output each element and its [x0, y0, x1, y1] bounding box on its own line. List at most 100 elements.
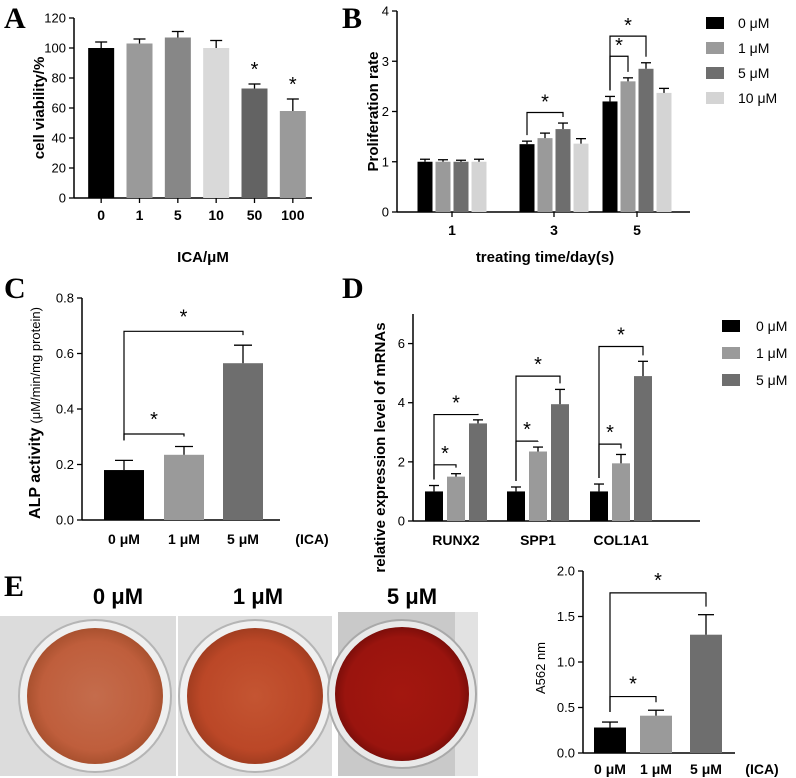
- y-tick-label-b-4: 4: [382, 4, 389, 19]
- bracket-e-1: [609, 592, 707, 713]
- x-tick-label-c-0: 0 μM: [108, 531, 140, 547]
- x-tick-label-a-5: 100: [281, 207, 305, 223]
- bracket-c-1: [123, 330, 244, 441]
- legend-label-d-0: 0 μM: [756, 318, 787, 334]
- legend-swatch-b-0: [706, 17, 724, 29]
- y-tick-label-c-4: 0.8: [56, 291, 74, 306]
- bar-d-1-2: [612, 463, 630, 521]
- x-tick-label-a-0: 0: [97, 207, 105, 223]
- bar-d-2-2: [634, 376, 652, 521]
- x-tick-label-a-4: 50: [247, 207, 263, 223]
- legend-swatch-d-2: [722, 374, 740, 386]
- bar-a-4: [241, 88, 268, 198]
- bar-d-0-0: [425, 491, 443, 521]
- panel-label-a: A: [4, 2, 26, 35]
- star-e-0: *: [629, 674, 637, 696]
- photo-0um: 0 μM: [0, 584, 176, 776]
- bracket-d-5: [598, 345, 644, 479]
- x-tick-label-e-1: 1 μM: [640, 761, 672, 777]
- star-d-5: *: [617, 325, 625, 347]
- star-d-1: *: [452, 393, 460, 415]
- star-d-4: *: [606, 422, 614, 444]
- photo-title-5um: 5 μM: [387, 584, 437, 609]
- legend-swatch-b-2: [706, 67, 724, 79]
- x-tick-label-e-0: 0 μM: [594, 761, 626, 777]
- x-tick-label-e-2: 5 μM: [690, 761, 722, 777]
- x-suffix-e: (ICA): [745, 761, 778, 777]
- bar-e-1: [640, 715, 672, 753]
- star-d-3: *: [534, 354, 542, 376]
- panel-label-b: B: [342, 2, 362, 35]
- star-b-2: *: [624, 15, 632, 37]
- x-tick-label-c-1: 1 μM: [168, 531, 200, 547]
- bar-e-0: [594, 727, 626, 753]
- y-tick-label-b-3: 3: [382, 54, 389, 69]
- legend-swatch-b-3: [706, 92, 724, 104]
- y-tick-label-e-2: 1.0: [557, 655, 575, 670]
- bar-d-1-1: [529, 451, 547, 521]
- bar-d-2-0: [469, 423, 487, 521]
- y-tick-label-a-3: 60: [52, 101, 66, 116]
- bar-a-0: [88, 48, 115, 198]
- bar-b-2-0: [453, 161, 469, 212]
- bracket-d-3: [515, 375, 561, 481]
- x-tick-label-d-1: SPP1: [520, 532, 556, 548]
- panel-label-d: D: [342, 272, 364, 305]
- bar-e-2: [690, 634, 722, 753]
- y-tick-label-b-0: 0: [382, 205, 389, 220]
- bar-b-1-0: [435, 161, 451, 212]
- y-tick-label-a-4: 80: [52, 71, 66, 86]
- star-d-2: *: [523, 419, 531, 441]
- bar-d-1-0: [447, 476, 465, 521]
- y-tick-label-c-2: 0.4: [56, 402, 74, 417]
- legend-label-b-3: 10 μM: [738, 90, 777, 106]
- star-b-1: *: [615, 35, 623, 57]
- y-tick-label-a-1: 20: [52, 161, 66, 176]
- x-tick-label-a-1: 1: [136, 207, 144, 223]
- photo-1um: 1 μM: [178, 584, 332, 776]
- y-tick-label-a-2: 40: [52, 131, 66, 146]
- bar-a-2: [164, 37, 191, 198]
- bar-a-1: [126, 43, 153, 198]
- dish-stain-5um: [335, 627, 469, 761]
- y-tick-label-d-0: 0: [398, 514, 405, 529]
- legend-label-b-0: 0 μM: [738, 15, 769, 31]
- legend-label-b-1: 1 μM: [738, 40, 769, 56]
- bar-b-3-2: [656, 92, 672, 212]
- x-tick-label-d-0: RUNX2: [432, 532, 480, 548]
- chart-c: 0.0 0.2 0.4 0.6 0.8 0 μM 1 μM 5 μM (ICA) * * ALP ac…: [27, 291, 329, 548]
- bar-d-0-2: [590, 491, 608, 521]
- y-tick-label-e-4: 2.0: [557, 564, 575, 579]
- x-tick-label-b-2: 5: [633, 222, 641, 238]
- chart-a: 0 20 40 60 80 100 120 0 1 5 10 50 * 100 * ICA/μM cell vi…: [31, 11, 312, 266]
- bar-b-0-0: [417, 161, 433, 212]
- chart-d: 0 2 4 6 RUNX2 SPP1 COL1A1 * * * * * * relative expres…: [372, 314, 787, 573]
- y-axis-title-c-main: ALP activity: [27, 428, 44, 519]
- star-c-1: *: [180, 306, 188, 328]
- y-tick-label-e-3: 1.5: [557, 609, 575, 624]
- bar-a-3: [203, 48, 230, 198]
- dish-stain-1um: [187, 628, 323, 764]
- star-d-0: *: [441, 443, 449, 465]
- y-axis-title-c-unit: (μM/min/mg protein): [28, 307, 43, 424]
- x-axis-title-a: ICA/μM: [177, 249, 229, 266]
- bar-b-2-1: [555, 129, 571, 212]
- bracket-d-1: [433, 413, 479, 480]
- y-tick-label-a-0: 0: [59, 191, 66, 206]
- bar-b-0-1: [519, 144, 535, 212]
- y-tick-label-e-0: 0.0: [557, 746, 575, 761]
- star-b-0: *: [541, 92, 549, 114]
- bar-d-2-1: [551, 404, 569, 521]
- bar-c-2: [223, 363, 263, 520]
- y-tick-label-d-2: 4: [398, 395, 405, 410]
- star-e-1: *: [654, 570, 662, 592]
- y-axis-title-a: cell viability/%: [31, 57, 48, 160]
- panel-label-e: E: [4, 570, 24, 603]
- bracket-b-2: [609, 35, 647, 91]
- star-a-5: *: [289, 74, 297, 96]
- x-tick-label-a-3: 10: [208, 207, 224, 223]
- bracket-b-0: [526, 111, 564, 136]
- y-tick-label-c-0: 0.0: [56, 513, 74, 528]
- x-tick-label-b-1: 3: [550, 222, 558, 238]
